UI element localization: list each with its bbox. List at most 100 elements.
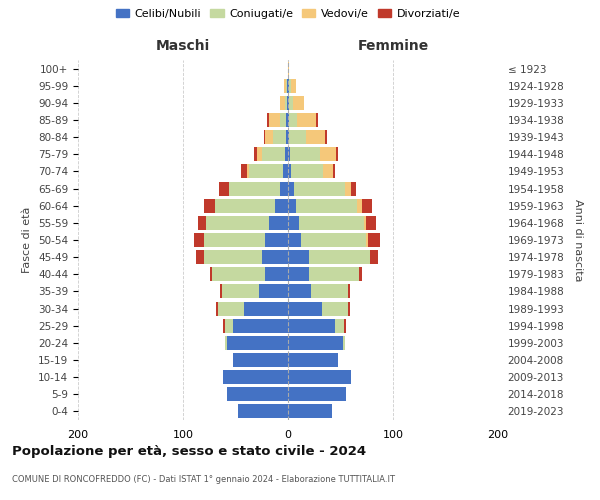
Bar [291,78,296,92]
Bar [301,233,366,247]
Bar [296,198,358,212]
Bar [267,113,269,127]
Bar [229,182,280,196]
Bar [335,318,344,332]
Bar [289,96,293,110]
Bar [204,233,265,247]
Bar [280,182,288,196]
Bar [262,250,288,264]
Y-axis label: Fasce di età: Fasce di età [22,207,32,273]
Bar [364,216,366,230]
Bar [218,302,244,316]
Bar [197,216,206,230]
Bar [361,198,372,212]
Bar [311,284,348,298]
Bar [233,318,288,332]
Bar [193,233,204,247]
Bar [206,216,269,230]
Bar [322,302,348,316]
Bar [320,148,337,162]
Bar [265,130,274,144]
Bar [289,130,306,144]
Bar [337,148,338,162]
Bar [293,96,304,110]
Bar [264,130,265,144]
Bar [309,268,359,281]
Bar [289,113,298,127]
Bar [368,233,380,247]
Bar [212,268,265,281]
Bar [247,164,249,178]
Bar [269,113,280,127]
Bar [288,388,346,402]
Bar [215,302,218,316]
Bar [288,216,299,230]
Bar [222,284,259,298]
Bar [288,370,351,384]
Bar [288,182,295,196]
Bar [262,148,285,162]
Bar [344,318,346,332]
Bar [325,130,327,144]
Bar [288,62,289,76]
Bar [348,302,350,316]
Bar [286,78,287,92]
Bar [290,148,320,162]
Bar [280,113,286,127]
Bar [220,284,222,298]
Bar [288,148,290,162]
Bar [275,198,288,212]
Bar [316,113,319,127]
Bar [288,96,289,110]
Bar [225,318,233,332]
Bar [285,148,288,162]
Y-axis label: Anni di nascita: Anni di nascita [573,198,583,281]
Bar [225,336,227,350]
Bar [287,78,288,92]
Text: Maschi: Maschi [156,39,210,53]
Bar [204,198,215,212]
Bar [223,318,225,332]
Bar [204,250,262,264]
Bar [288,318,335,332]
Bar [288,233,301,247]
Bar [288,78,289,92]
Bar [265,233,288,247]
Bar [288,198,296,212]
Bar [366,233,368,247]
Bar [223,370,288,384]
Bar [218,182,229,196]
Bar [289,78,291,92]
Bar [288,130,289,144]
Bar [370,250,379,264]
Bar [288,268,309,281]
Bar [215,198,275,212]
Bar [280,96,285,110]
Bar [288,164,291,178]
Bar [254,148,257,162]
Bar [358,198,361,212]
Bar [241,164,247,178]
Bar [323,164,333,178]
Bar [249,164,283,178]
Bar [227,388,288,402]
Bar [298,113,316,127]
Bar [288,353,338,367]
Bar [283,164,288,178]
Bar [359,268,362,281]
Bar [343,336,345,350]
Bar [295,182,345,196]
Text: COMUNE DI RONCOFREDDO (FC) - Dati ISTAT 1° gennaio 2024 - Elaborazione TUTTITALI: COMUNE DI RONCOFREDDO (FC) - Dati ISTAT … [12,475,395,484]
Legend: Celibi/Nubili, Coniugati/e, Vedovi/e, Divorziati/e: Celibi/Nubili, Coniugati/e, Vedovi/e, Di… [112,4,464,23]
Bar [273,130,286,144]
Bar [286,130,288,144]
Bar [265,268,288,281]
Bar [348,284,350,298]
Bar [288,284,311,298]
Bar [291,164,323,178]
Bar [238,404,288,418]
Bar [285,96,287,110]
Bar [196,250,204,264]
Bar [259,284,288,298]
Bar [306,130,325,144]
